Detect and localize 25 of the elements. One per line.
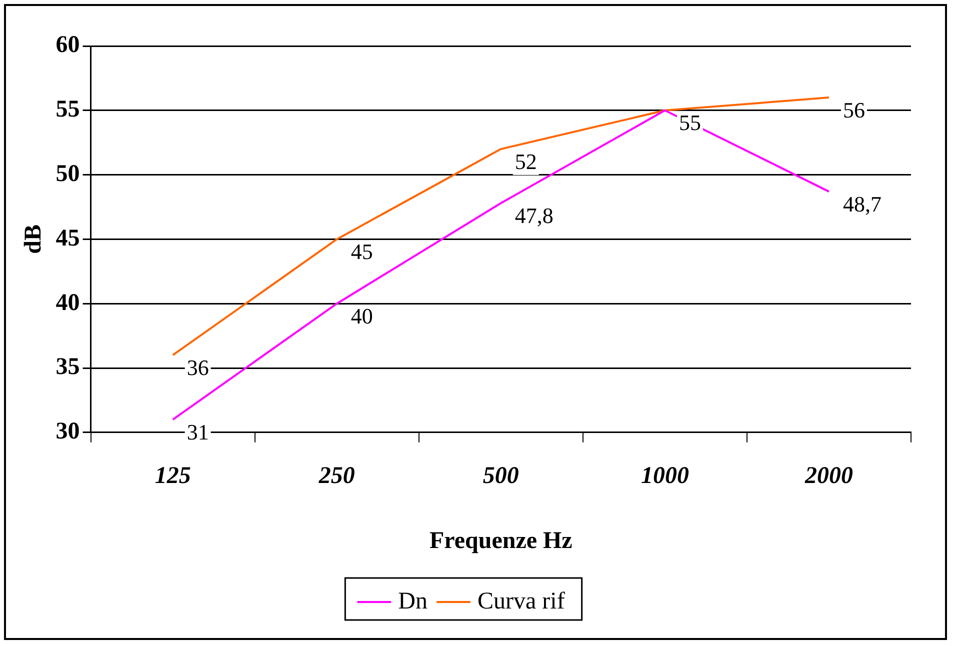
x-tick-label: 250 [318,463,355,490]
data-label: 47,8 [514,202,554,228]
y-tick-label: 45 [56,225,80,252]
x-tick-label: 125 [154,463,191,490]
x-tick-label: 2000 [804,463,853,490]
data-label: 52 [514,148,537,174]
data-label: 36 [186,354,209,380]
data-label: 31 [186,419,209,444]
data-label: 48,7 [842,191,882,216]
y-tick-label: 40 [56,290,80,316]
y-tick-label: 30 [56,418,80,445]
y-tick-label: 55 [56,96,80,123]
y-axis-title: dB [20,224,47,254]
legend-label: Dn [398,588,428,614]
y-tick-label: 35 [56,354,80,380]
x-tick-label: 500 [482,463,519,490]
x-axis-title: Frequenze Hz [429,528,573,554]
data-label: 40 [350,303,373,328]
data-label: 56 [842,97,865,122]
x-tick-label: 1000 [640,463,689,490]
data-label: 55 [678,110,701,136]
y-tick-label: 50 [56,161,80,188]
data-label: 45 [350,238,373,264]
y-tick-label: 60 [56,32,80,58]
legend-label: Curva rif [478,588,565,614]
